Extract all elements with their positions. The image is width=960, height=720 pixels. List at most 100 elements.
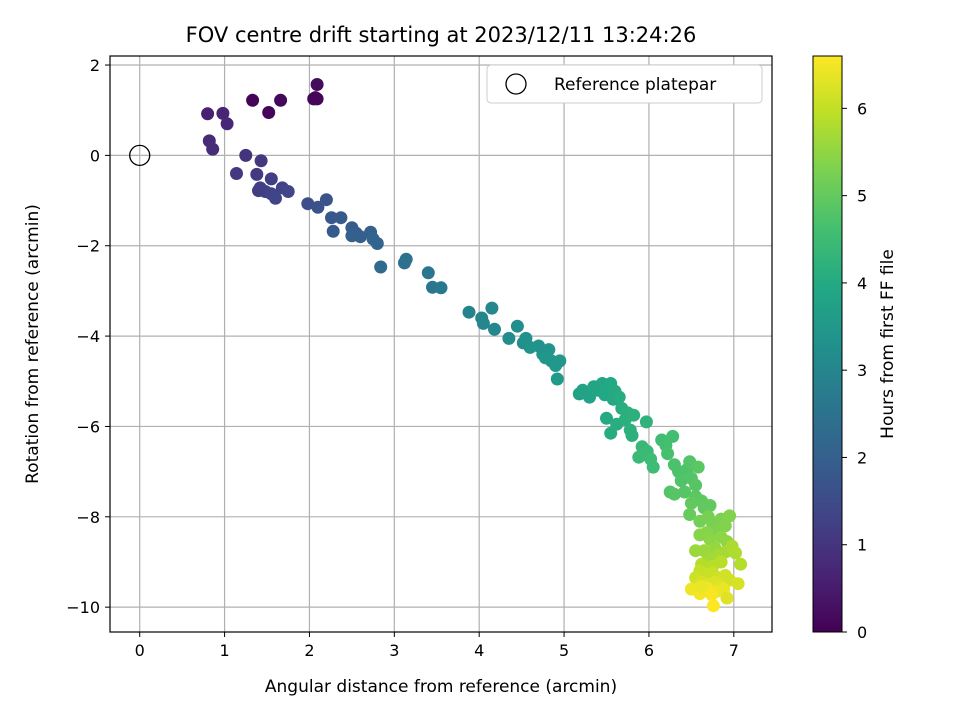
data-point: [510, 319, 524, 333]
data-point: [723, 509, 737, 523]
plot-area-frame: [109, 55, 773, 633]
reference-point: [129, 144, 151, 167]
data-point: [326, 224, 340, 238]
y-axis-label: Rotation from reference (arcmin): [23, 204, 43, 484]
data-point: [254, 154, 268, 168]
data-point: [301, 197, 315, 211]
data-point: [246, 93, 260, 107]
data-point: [281, 185, 295, 198]
x-tick-label: 0: [135, 641, 145, 660]
colorbar-tick-label: 2: [857, 448, 867, 467]
colorbar-tick-label: 5: [857, 187, 867, 206]
y-tick-label: −8: [76, 508, 100, 527]
colorbar: [812, 55, 843, 633]
x-axis-label: Angular distance from reference (arcmin): [265, 677, 617, 697]
y-tick-label: −6: [76, 417, 100, 436]
data-point: [325, 211, 338, 225]
data-point: [421, 266, 435, 280]
data-point: [683, 508, 697, 521]
data-point: [646, 460, 660, 474]
data-point: [434, 281, 448, 295]
colorbar-ticks: 0 1 2 3 4 5 6: [842, 99, 867, 642]
data-point: [353, 230, 367, 244]
data-point: [731, 577, 745, 591]
data-point: [625, 429, 639, 442]
data-point: [706, 599, 720, 613]
data-point: [239, 148, 253, 162]
colorbar-label: Hours from first FF file: [878, 249, 898, 439]
data-point: [714, 555, 728, 569]
data-point: [311, 200, 325, 214]
data-point: [691, 460, 705, 474]
data-point: [230, 167, 243, 180]
x-tick-label: 5: [559, 641, 569, 660]
data-point: [374, 260, 388, 274]
legend-box: [486, 64, 763, 104]
data-point: [705, 588, 719, 601]
data-point: [399, 252, 413, 266]
data-point: [693, 528, 707, 542]
data-point: [667, 487, 681, 501]
y-tick-label: −4: [76, 327, 100, 346]
x-tick-label: 1: [219, 641, 229, 660]
chart-title: FOV centre drift starting at 2023/12/11 …: [186, 23, 697, 47]
data-point: [310, 78, 324, 91]
data-point: [627, 408, 641, 422]
data-point: [718, 519, 732, 533]
data-point: [689, 478, 703, 492]
data-point: [488, 322, 501, 336]
data-point: [264, 172, 278, 186]
x-tick-label: 6: [644, 641, 654, 660]
data-point: [695, 580, 709, 594]
data-point: [678, 485, 692, 499]
data-point: [370, 237, 384, 250]
data-point: [502, 331, 516, 345]
data-point: [612, 390, 626, 404]
colorbar-tick-label: 3: [857, 361, 867, 380]
legend: Reference platepar: [486, 64, 763, 104]
data-point: [274, 93, 288, 107]
data-point: [334, 211, 348, 225]
data-point: [600, 411, 613, 425]
x-tick-label: 3: [389, 641, 399, 660]
colorbar-tick-label: 1: [857, 536, 867, 555]
data-point: [216, 106, 230, 120]
data-point: [674, 474, 688, 488]
data-point: [485, 301, 499, 315]
data-point: [252, 184, 265, 198]
data-point: [720, 591, 734, 605]
data-point: [632, 450, 646, 464]
y-tick-label: −2: [76, 237, 100, 256]
grid: [110, 56, 772, 632]
x-tick-label: 4: [474, 641, 484, 660]
y-tick-label: 2: [90, 56, 100, 75]
legend-label-reference: Reference platepar: [554, 75, 716, 95]
data-point: [308, 91, 322, 105]
data-point: [476, 316, 490, 330]
colorbar-tick-label: 0: [857, 623, 867, 642]
data-point: [206, 142, 220, 156]
data-point: [703, 499, 717, 512]
data-point: [639, 415, 653, 429]
data-point: [549, 359, 563, 372]
data-point: [734, 557, 748, 571]
x-tick-label: 7: [729, 641, 739, 660]
data-point: [666, 429, 680, 443]
y-axis-ticks: −10 −8 −6 −4 −2 0 2: [66, 56, 110, 617]
data-point: [220, 117, 234, 131]
data-point: [550, 372, 564, 386]
data-point: [684, 496, 698, 510]
data-point: [201, 107, 215, 121]
data-point: [729, 546, 742, 560]
data-point: [462, 305, 476, 319]
legend-marker-reference: [505, 73, 527, 95]
data-points: [201, 78, 748, 613]
colorbar-tick-label: 4: [857, 274, 867, 293]
data-point: [319, 193, 333, 207]
data-point: [661, 447, 675, 461]
data-point: [689, 544, 703, 558]
reference-platepar-marker: [129, 144, 151, 167]
x-tick-label: 2: [304, 641, 314, 660]
